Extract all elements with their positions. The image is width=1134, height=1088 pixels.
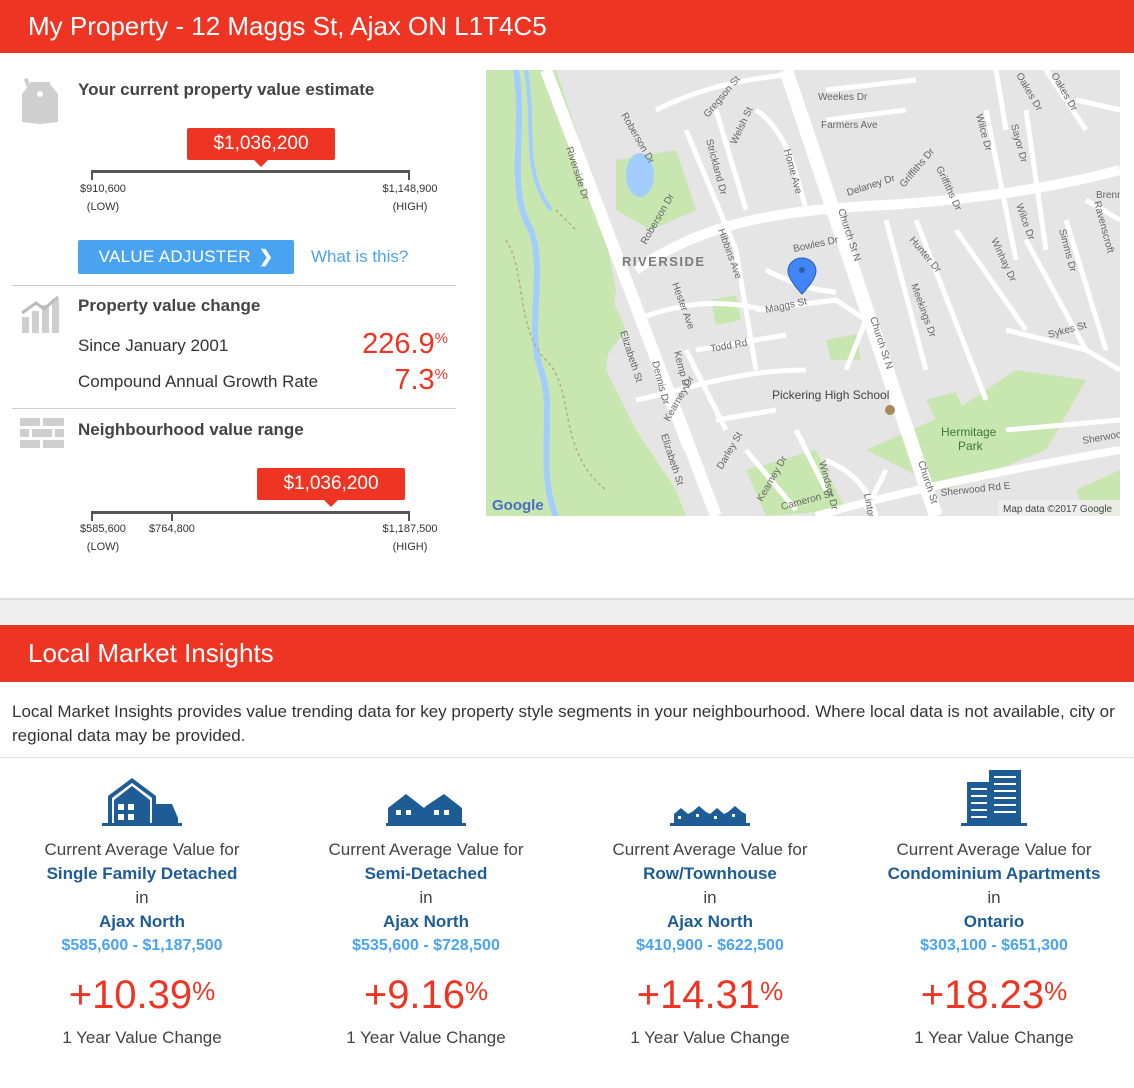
bar-chart-growth-icon	[20, 295, 62, 340]
lmi-style: Single Family Detached	[46, 864, 238, 883]
neighbourhood-mid-tick	[171, 511, 173, 521]
value-adjuster-button[interactable]: VALUE ADJUSTER ❯	[78, 240, 294, 274]
map-label-farmers: Farmers Ave	[821, 120, 878, 131]
neighbourhood-title: Neighbourhood value range	[78, 420, 304, 439]
lmi-style: Condominium Apartments	[887, 864, 1101, 883]
property-header-title: My Property - 12 Maggs St, Ajax ON L1T4C…	[28, 11, 547, 41]
lmi-card-condominium: Current Average Value for Condominium Ap…	[852, 766, 1134, 1048]
what-is-this-link[interactable]: What is this?	[311, 247, 409, 266]
lmi-line1: Current Average Value for	[44, 840, 240, 859]
single-family-house-icon	[0, 766, 284, 826]
lmi-area: Ontario	[963, 912, 1025, 931]
lmi-pct: +18.23%	[920, 973, 1068, 1017]
estimate-high-tick	[408, 170, 410, 180]
lmi-change-label: 1 Year Value Change	[62, 1028, 222, 1047]
lmi-change-label: 1 Year Value Change	[346, 1028, 506, 1047]
property-map[interactable]: RIVERSIDE Pickering High School Hermitag…	[486, 70, 1120, 516]
lmi-line1: Current Average Value for	[328, 840, 524, 859]
lmi-range: $585,600 - $1,187,500	[61, 937, 223, 954]
lmi-header-banner: Local Market Insights	[0, 625, 1134, 682]
google-logo: Google	[492, 497, 544, 514]
brick-wall-icon	[20, 418, 64, 453]
lmi-pct: +14.31%	[636, 973, 784, 1017]
neighbourhood-value-flag: $1,036,200	[257, 468, 405, 507]
map-label-linton: Linton	[861, 493, 877, 516]
lmi-range: $535,600 - $728,500	[352, 937, 500, 954]
lmi-in: in	[703, 888, 717, 907]
since-2001-value: 226.9%	[362, 328, 448, 360]
estimate-low-tick	[91, 170, 93, 180]
lmi-area: Ajax North	[383, 912, 469, 931]
lmi-in: in	[987, 888, 1001, 907]
school-marker-icon	[885, 405, 895, 415]
estimate-high-label: $1,148,900 (HIGH)	[382, 183, 438, 213]
estimate-scale-line	[92, 170, 410, 173]
map-label-riverside-area: RIVERSIDE	[622, 254, 706, 269]
cagr-value: 7.3%	[394, 364, 448, 396]
chevron-right-icon: ❯	[258, 247, 274, 266]
value-change-title: Property value change	[78, 296, 261, 315]
neighbourhood-scale-line	[92, 511, 410, 514]
section-separator	[0, 598, 1134, 625]
divider	[12, 285, 456, 286]
map-label-brenn: Brenn	[1096, 190, 1120, 201]
neighbourhood-low-tick	[91, 511, 93, 521]
estimate-title: Your current property value estimate	[78, 80, 375, 99]
lmi-in: in	[135, 888, 149, 907]
divider	[12, 408, 456, 409]
lmi-change-label: 1 Year Value Change	[914, 1028, 1074, 1047]
map-label-park-2: Park	[958, 439, 984, 453]
price-tag-icon	[20, 77, 60, 131]
lmi-area: Ajax North	[99, 912, 185, 931]
value-adjuster-label: VALUE ADJUSTER	[98, 247, 251, 266]
neighbourhood-high-tick	[408, 511, 410, 521]
lmi-change-label: 1 Year Value Change	[630, 1028, 790, 1047]
lmi-range: $410,900 - $622,500	[636, 937, 784, 954]
lmi-pct: +9.16%	[363, 973, 489, 1017]
estimate-low-label: $910,600 (LOW)	[80, 183, 126, 213]
neighbourhood-low-label: $585,600 (LOW)	[80, 523, 126, 553]
lmi-card-townhouse: Current Average Value for Row/Townhouse …	[568, 766, 852, 1048]
townhouse-row-icon	[568, 766, 852, 826]
neighbourhood-high-label: $1,187,500 (HIGH)	[382, 523, 438, 553]
map-pin-icon	[787, 257, 817, 295]
lmi-line1: Current Average Value for	[896, 840, 1092, 859]
map-label-park-1: Hermitage	[941, 425, 997, 439]
lmi-description: Local Market Insights provides value tre…	[12, 702, 1115, 745]
property-header-banner: My Property - 12 Maggs St, Ajax ON L1T4C…	[0, 0, 1134, 53]
divider	[0, 757, 1134, 758]
map-label-weekes: Weekes Dr	[818, 92, 868, 103]
neighbourhood-mid-label: $764,800	[149, 523, 195, 535]
lmi-in: in	[419, 888, 433, 907]
lmi-line1: Current Average Value for	[612, 840, 808, 859]
lmi-card-single-family: Current Average Value for Single Family …	[0, 766, 284, 1048]
semi-detached-house-icon	[284, 766, 568, 826]
condominium-building-icon	[852, 766, 1134, 826]
lmi-style: Semi-Detached	[364, 864, 488, 883]
lmi-card-semi-detached: Current Average Value for Semi-Detached …	[284, 766, 568, 1048]
lmi-title: Local Market Insights	[28, 638, 274, 668]
lmi-style: Row/Townhouse	[643, 864, 777, 883]
lmi-area: Ajax North	[667, 912, 753, 931]
since-2001-label: Since January 2001	[78, 336, 229, 355]
lmi-range: $303,100 - $651,300	[920, 937, 1068, 954]
estimate-value-flag: $1,036,200	[187, 128, 335, 167]
map-attribution: Map data ©2017 Google	[1003, 504, 1113, 515]
map-label-school: Pickering High School	[772, 388, 889, 402]
cagr-label: Compound Annual Growth Rate	[78, 372, 319, 391]
lmi-pct: +10.39%	[68, 973, 216, 1017]
